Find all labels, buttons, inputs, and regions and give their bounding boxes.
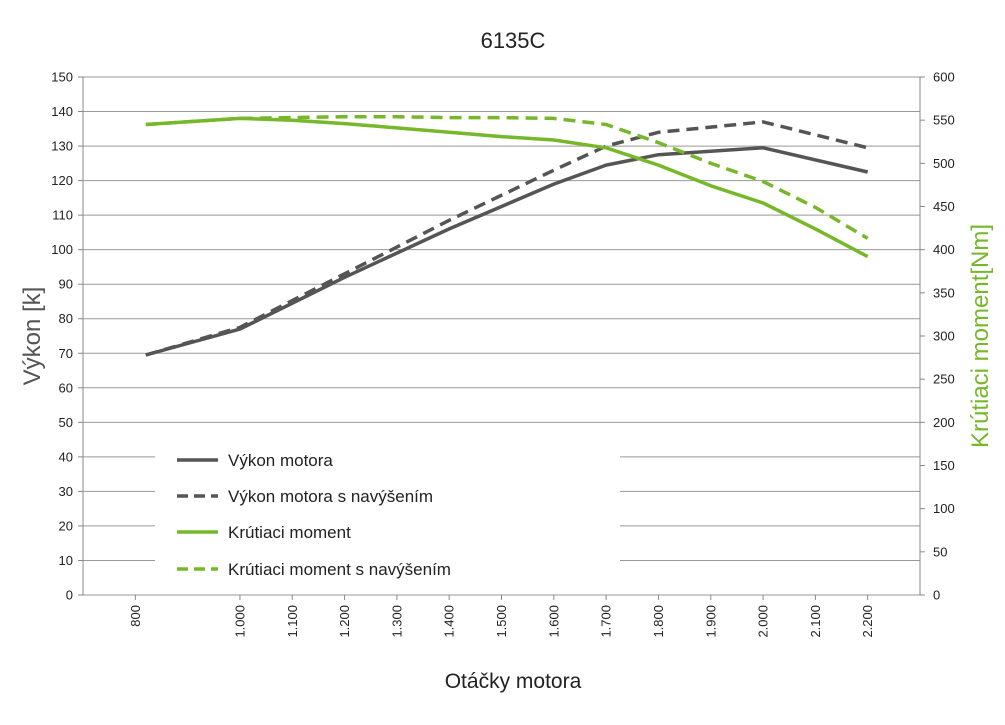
legend-label: Výkon motora s navýšením	[228, 487, 433, 506]
x-axis-label: Otáčky motora	[445, 670, 582, 693]
y-tick-label-right: 150	[933, 458, 955, 473]
y-tick-label-left: 30	[59, 484, 73, 499]
series-line-2	[145, 120, 869, 357]
legend-label: Výkon motora	[228, 451, 333, 470]
y-tick-label-right: 200	[933, 415, 955, 430]
y-tick-label-right: 400	[933, 242, 955, 257]
y-tick-label-left: 120	[51, 173, 73, 188]
x-tick-label: 1.400	[442, 605, 457, 638]
legend: Výkon motora Výkon motora s navýšením Krút…	[155, 443, 620, 593]
series-line-3	[145, 116, 869, 259]
series-line-4	[145, 114, 869, 240]
y-tick-label-left: 50	[59, 415, 73, 430]
legend-background	[155, 443, 620, 593]
x-tick-label: 1.800	[651, 605, 666, 638]
x-tick-label: 1.100	[285, 605, 300, 638]
y-tick-label-right: 100	[933, 501, 955, 516]
x-tick-label: 1.300	[389, 605, 404, 638]
y-tick-label-left: 150	[51, 70, 73, 85]
y-tick-label-left: 110	[52, 208, 73, 223]
y-tick-label-left: 140	[51, 104, 73, 119]
x-tick-label: 1.900	[703, 605, 718, 638]
chart-title: 6135C	[481, 28, 546, 53]
x-tick-label: 2.000	[756, 605, 771, 638]
y-tick-label-right: 600	[933, 70, 955, 85]
y-tick-label-right: 500	[933, 156, 955, 171]
axis-ticks: 0 10 20 30 40 50 60 70 80 90 100 110 120 130 140 150 0 50…	[51, 70, 954, 638]
y-tick-label-right: 450	[933, 199, 955, 214]
series-lines	[145, 114, 869, 357]
legend-label: Krútiaci moment s navýšením	[228, 560, 451, 579]
y-tick-label-left: 90	[59, 277, 73, 292]
x-tick-label: 800	[128, 605, 143, 627]
legend-label: Krútiaci moment	[228, 523, 351, 542]
series-line-1	[145, 146, 869, 357]
x-tick-label: 1.600	[546, 605, 561, 638]
x-tick-label: 1.700	[599, 605, 614, 638]
x-tick-label: 1.500	[494, 605, 509, 638]
y-tick-label-right: 50	[933, 544, 947, 559]
y-tick-label-right: 350	[933, 285, 955, 300]
y-tick-label-left: 60	[59, 380, 73, 395]
y-tick-label-right: 550	[933, 113, 955, 128]
y-tick-label-left: 130	[51, 139, 73, 154]
y-tick-label-left: 0	[66, 588, 73, 603]
y-tick-label-left: 40	[59, 449, 73, 464]
x-tick-label: 1.000	[232, 605, 247, 638]
y-tick-label-left: 10	[59, 553, 73, 568]
x-tick-label: 1.200	[337, 605, 352, 638]
y-tick-label-left: 70	[59, 346, 73, 361]
y-tick-label-right: 300	[933, 329, 955, 344]
x-tick-label: 2.100	[808, 605, 823, 638]
y-tick-label-left: 100	[51, 242, 73, 257]
x-tick-label: 2.200	[860, 605, 875, 638]
y-tick-label-left: 80	[59, 311, 73, 326]
y-tick-label-right: 0	[933, 588, 940, 603]
y-axis-label-right: Krútiaci moment[Nm]	[967, 224, 994, 448]
y-tick-label-left: 20	[59, 518, 73, 533]
y-axis-label-left: Výkon [k]	[19, 287, 46, 386]
y-tick-label-right: 250	[933, 372, 955, 387]
